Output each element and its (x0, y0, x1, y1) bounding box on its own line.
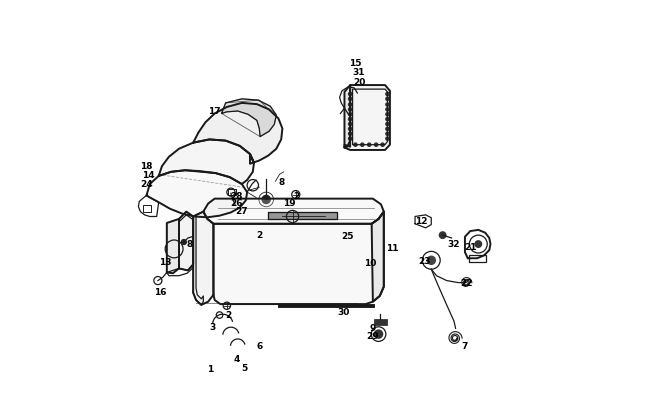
Text: 12: 12 (415, 217, 428, 226)
Text: 18: 18 (140, 162, 153, 171)
Text: 21: 21 (464, 243, 476, 252)
Circle shape (348, 113, 352, 116)
Circle shape (181, 240, 187, 245)
Polygon shape (203, 199, 384, 224)
Circle shape (348, 137, 352, 140)
Circle shape (348, 97, 352, 101)
Polygon shape (344, 85, 350, 147)
Circle shape (386, 113, 389, 116)
Text: 16: 16 (155, 288, 167, 297)
Circle shape (374, 143, 378, 146)
Text: 7: 7 (462, 342, 468, 351)
Polygon shape (222, 99, 276, 137)
Text: 20: 20 (354, 78, 366, 87)
Polygon shape (372, 212, 383, 302)
Text: 5: 5 (240, 365, 247, 374)
Text: 25: 25 (341, 232, 354, 241)
Text: 2: 2 (226, 311, 232, 319)
Text: 9: 9 (370, 324, 376, 333)
Text: 1: 1 (207, 365, 214, 374)
Text: 27: 27 (235, 207, 248, 216)
Circle shape (374, 330, 383, 338)
Circle shape (368, 143, 371, 146)
Circle shape (386, 108, 389, 111)
Text: 2: 2 (256, 232, 263, 241)
Circle shape (475, 241, 482, 247)
Bar (143, 205, 151, 212)
Text: 17: 17 (209, 107, 221, 116)
Circle shape (386, 92, 389, 96)
Circle shape (386, 97, 389, 101)
Circle shape (348, 108, 352, 111)
Circle shape (386, 123, 389, 126)
Polygon shape (193, 212, 213, 305)
Circle shape (348, 103, 352, 106)
Circle shape (348, 92, 352, 96)
Circle shape (386, 132, 389, 136)
Polygon shape (268, 212, 337, 219)
Text: 13: 13 (159, 258, 171, 267)
Polygon shape (344, 85, 390, 150)
Polygon shape (193, 103, 282, 164)
Text: 2: 2 (294, 192, 300, 201)
Text: 24: 24 (140, 179, 153, 188)
Circle shape (348, 123, 352, 126)
Bar (469, 255, 486, 263)
Circle shape (386, 127, 389, 131)
Text: 19: 19 (283, 199, 296, 208)
Circle shape (386, 137, 389, 140)
Text: 30: 30 (337, 308, 350, 317)
Text: 10: 10 (364, 259, 376, 268)
Circle shape (348, 132, 352, 136)
Text: 29: 29 (367, 332, 379, 341)
Polygon shape (167, 219, 179, 273)
Bar (374, 319, 387, 325)
Text: 15: 15 (349, 59, 361, 68)
Bar (227, 189, 236, 195)
Text: 23: 23 (418, 256, 430, 266)
Polygon shape (213, 212, 384, 304)
Circle shape (427, 256, 436, 264)
Text: 4: 4 (233, 355, 240, 364)
Circle shape (348, 118, 352, 121)
Text: 31: 31 (352, 68, 365, 77)
Circle shape (439, 232, 446, 239)
Text: 8: 8 (187, 240, 193, 249)
Circle shape (354, 143, 357, 146)
Circle shape (381, 143, 384, 146)
Text: 6: 6 (257, 342, 263, 351)
Circle shape (348, 127, 352, 131)
Text: 32: 32 (448, 241, 460, 249)
Text: 26: 26 (230, 199, 243, 208)
Circle shape (361, 143, 364, 146)
Text: 11: 11 (385, 244, 398, 253)
Polygon shape (159, 140, 254, 184)
Circle shape (262, 195, 270, 204)
Text: 14: 14 (142, 171, 155, 180)
Text: 28: 28 (230, 192, 243, 201)
Polygon shape (179, 212, 193, 270)
Text: 8: 8 (278, 178, 285, 187)
Polygon shape (146, 170, 247, 217)
Circle shape (386, 118, 389, 121)
Text: 3: 3 (209, 323, 215, 332)
Circle shape (386, 103, 389, 106)
Text: 22: 22 (460, 279, 473, 288)
